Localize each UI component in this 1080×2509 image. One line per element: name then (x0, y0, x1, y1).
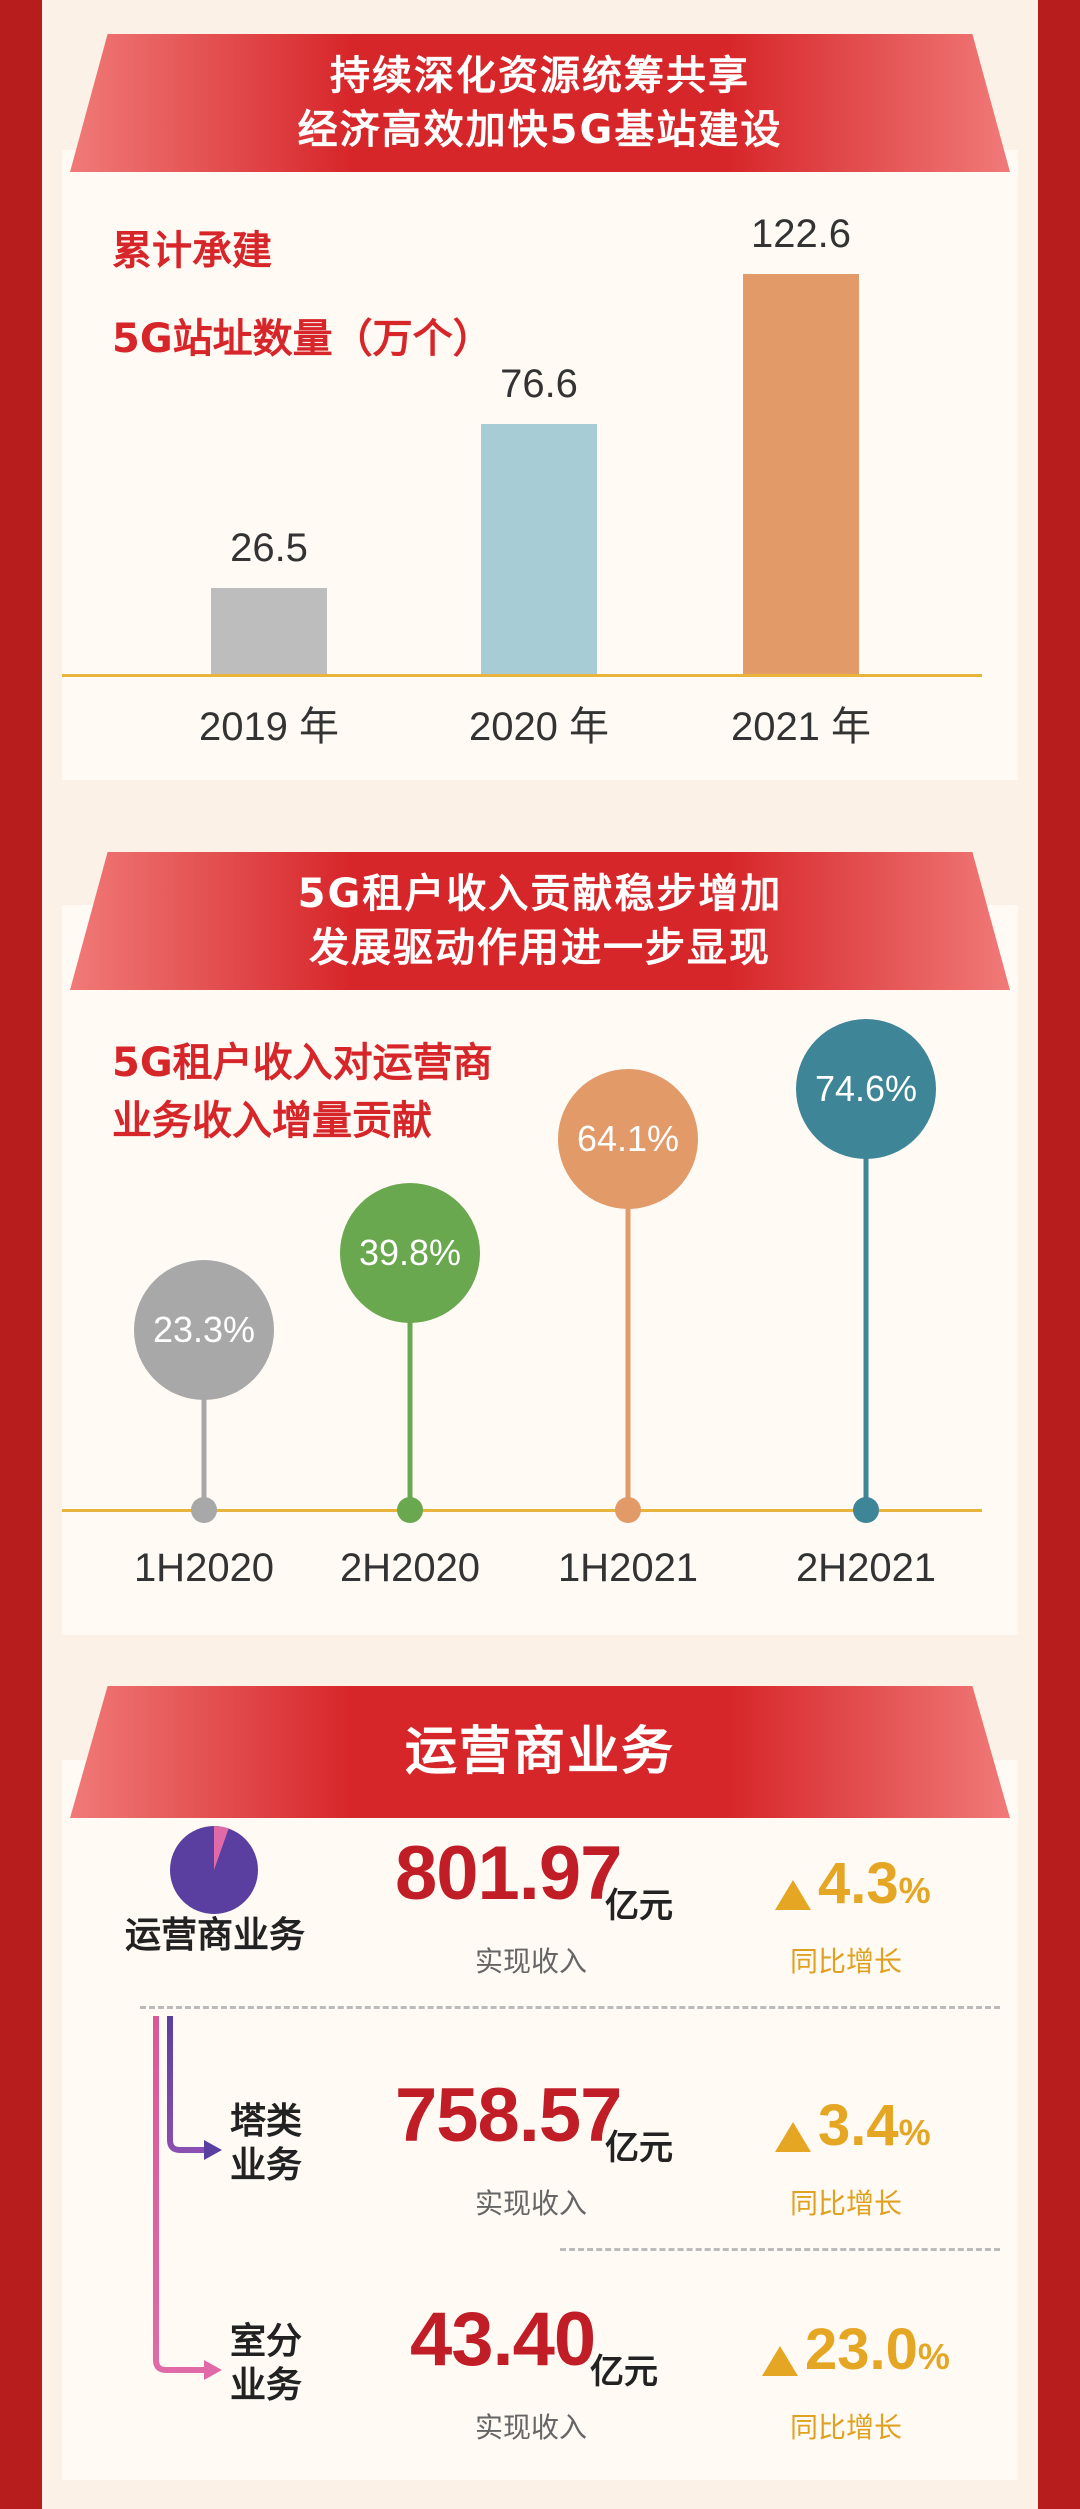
up-triangle-icon (762, 2346, 798, 2376)
tower-revenue-caption: 实现收入 (475, 2187, 588, 2220)
operator-growth-value: 4.3 (818, 1851, 899, 1916)
indoor-revenue-caption: 实现收入 (475, 2411, 588, 2444)
tower-row-name-line1: 塔类 (230, 2101, 303, 2142)
operator-row-name: 运营商业务 (125, 1915, 306, 1956)
section2-banner-line1: 5G租户收入贡献稳步增加 (297, 871, 783, 917)
lollipop-x-tick-2: 1H2021 (557, 1546, 699, 1590)
lollipop-x-tick-0: 1H2020 (133, 1546, 275, 1590)
bar-value-label-1: 76.6 (500, 362, 578, 407)
operator-revenue-unit: 亿元 (605, 1886, 673, 1926)
section1-banner-line1: 持续深化资源统筹共享 (330, 53, 750, 99)
section1-banner: 持续深化资源统筹共享 经济高效加快5G基站建设 (70, 34, 1010, 172)
tower-row-name-line2: 业务 (230, 2145, 303, 2186)
bar-x-tick-0: 2019 年 (198, 705, 340, 749)
operator-growth-caption: 同比增长 (790, 1945, 903, 1978)
pie-icon (170, 1826, 258, 1914)
indoor-revenue-unit: 亿元 (590, 2352, 658, 2392)
bar-2 (743, 274, 859, 674)
lollipop-stick-1 (407, 1252, 413, 1510)
divider-2 (560, 2248, 1000, 2251)
hierarchy-connectors (153, 2016, 222, 2380)
indoor-growth-unit: % (917, 2336, 950, 2377)
bar-value-label-0: 26.5 (230, 525, 308, 570)
section3-banner-title: 运营商业务 (404, 1722, 675, 1782)
section1-chart-title: 累计承建 5G站址数量（万个） (112, 222, 493, 368)
tower-row-name: 塔类 业务 (230, 2100, 302, 2188)
lollipop-stick-0 (201, 1330, 207, 1510)
bar-value-label-2: 122.6 (750, 212, 852, 256)
up-triangle-icon (775, 2122, 811, 2152)
section1-banner-line2: 经济高效加快5G基站建设 (297, 107, 783, 153)
operator-growth-unit: % (898, 1870, 931, 1911)
up-triangle-icon (775, 1880, 811, 1910)
bar-x-tick-1: 2020 年 (468, 705, 610, 749)
section2-title-line1: 5G租户收入对运营商 (112, 1040, 493, 1086)
lollipop-base-dot-0 (191, 1497, 217, 1523)
tower-growth-unit: % (898, 2112, 931, 2153)
operator-revenue-value: 801.97 (395, 1831, 622, 1916)
indoor-revenue-value: 43.40 (410, 2297, 596, 2382)
operator-revenue-caption: 实现收入 (475, 1945, 588, 1978)
tower-revenue-value: 758.57 (395, 2073, 622, 2158)
lollipop-axis-line (62, 1509, 982, 1512)
divider-1 (140, 2006, 1000, 2009)
section2-title-line2: 业务收入增量贡献 (112, 1098, 432, 1144)
lollipop-point-1: 39.8% (340, 1182, 480, 1323)
bar-axis-line (62, 674, 982, 677)
bar-1 (481, 424, 597, 674)
tower-growth-value: 3.4 (818, 2093, 899, 2158)
section2-banner: 5G租户收入贡献稳步增加 发展驱动作用进一步显现 (70, 852, 1010, 990)
section3-banner: 运营商业务 (70, 1686, 1010, 1818)
operator-growth: 4.3% (818, 1850, 931, 1917)
bar-0 (211, 587, 327, 674)
indoor-row-name-line2: 业务 (230, 2365, 303, 2406)
indoor-row-name: 室分 业务 (230, 2320, 302, 2408)
indoor-growth: 23.0% (805, 2316, 950, 2383)
lollipop-base-dot-1 (397, 1497, 423, 1523)
section2-banner-line2: 发展驱动作用进一步显现 (309, 925, 771, 971)
right-border (1038, 0, 1080, 2509)
lollipop-stick-2 (625, 1138, 631, 1510)
lollipop-base-dot-2 (615, 1497, 641, 1523)
indoor-growth-caption: 同比增长 (790, 2411, 903, 2444)
tower-growth-caption: 同比增长 (790, 2187, 903, 2220)
section2-chart-title: 5G租户收入对运营商 业务收入增量贡献 (112, 1034, 493, 1150)
section1-title-line1: 累计承建 (112, 228, 272, 274)
tower-growth: 3.4% (818, 2092, 931, 2159)
bar-x-tick-2: 2021 年 (730, 705, 872, 749)
lollipop-x-tick-3: 2H2021 (795, 1546, 937, 1590)
lollipop-point-2: 64.1% (558, 1068, 698, 1209)
lollipop-stick-3 (863, 1089, 869, 1510)
lollipop-x-tick-1: 2H2020 (339, 1546, 481, 1590)
indoor-growth-value: 23.0 (805, 2317, 918, 2382)
tower-revenue-unit: 亿元 (605, 2128, 673, 2168)
lollipop-point-3: 74.6% (796, 1019, 936, 1160)
section1-title-line2: 5G站址数量（万个） (112, 316, 493, 362)
indoor-row-name-line1: 室分 (230, 2321, 303, 2362)
lollipop-point-0: 23.3% (134, 1260, 274, 1401)
left-border (0, 0, 42, 2509)
lollipop-base-dot-3 (853, 1497, 879, 1523)
